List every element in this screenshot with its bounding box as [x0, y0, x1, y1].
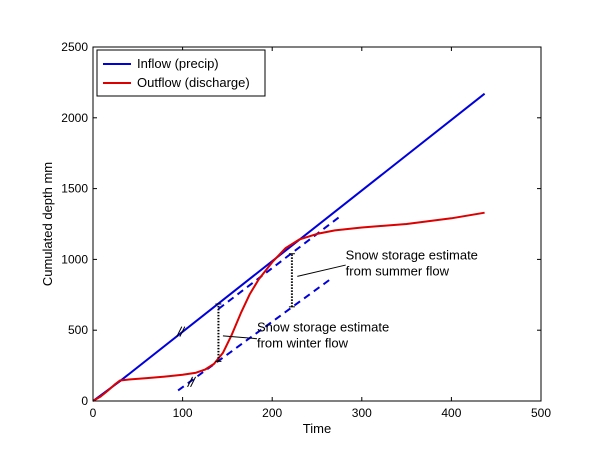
plot-area [92, 46, 542, 402]
x-tick-label: 300 [352, 406, 372, 420]
summer-storage-marker [288, 253, 295, 308]
summer-flow-extrapolation [217, 216, 341, 310]
winter-storage-marker [215, 303, 222, 362]
winter-line-axis-break [187, 376, 197, 388]
winter-annotation-line: from winter flow [257, 336, 349, 351]
series-line-1 [92, 211, 485, 402]
storage-markers [215, 253, 295, 362]
y-tick-label: 500 [68, 323, 88, 337]
y-tick-label: 0 [81, 394, 88, 408]
x-tick-label: 500 [531, 406, 551, 420]
summer-annotation-pointer [297, 264, 346, 277]
axis-breaks [176, 326, 197, 388]
series-layer [92, 92, 486, 402]
x-tick-label: 400 [441, 406, 461, 420]
winter-flow-extrapolation [177, 278, 331, 392]
x-axis-label: Time [303, 421, 331, 436]
x-tick-label: 200 [262, 406, 282, 420]
x-tick-label: 100 [173, 406, 193, 420]
winter-annotation-line: Snow storage estimate [257, 320, 389, 335]
inflow-axis-break [176, 326, 186, 337]
legend-box [96, 49, 266, 97]
winter-annotation-pointer [222, 335, 258, 340]
x-tick-label: 0 [90, 406, 97, 420]
y-tick-label: 2500 [61, 40, 88, 54]
legend-entry: Outflow (discharge) [137, 75, 250, 90]
axis-ticks: 0 100 200 300 400 500 0 500 1000 1500 2000 2500 [61, 40, 551, 420]
y-tick-label: 2000 [61, 111, 88, 125]
guide-lines [177, 216, 341, 392]
summer-annotation-line: Snow storage estimate [346, 247, 478, 262]
legend-entry: Inflow (precip) [137, 56, 219, 71]
summer-annotation-line: from summer flow [346, 263, 450, 278]
y-tick-label: 1500 [61, 182, 88, 196]
y-axis-label: Cumulated depth mm [40, 162, 55, 286]
legend: Inflow (precip) Outflow (discharge) [96, 49, 266, 97]
y-tick-label: 1000 [61, 252, 88, 266]
